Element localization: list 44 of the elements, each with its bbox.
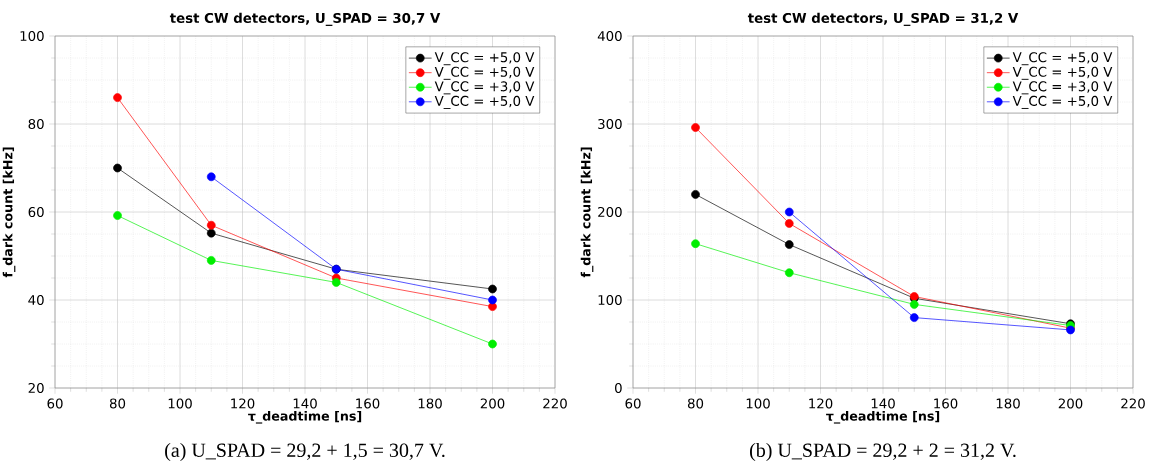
x-tick-label: 80 [687, 398, 704, 409]
x-tick-label: 220 [543, 398, 567, 409]
x-axis-title: τ_deadtime [ns] [826, 410, 940, 424]
legend-label: V_CC = +3,0 V [434, 81, 535, 95]
x-tick-label: 60 [47, 398, 63, 409]
x-tick-label: 200 [480, 398, 505, 409]
x-tick-label: 60 [625, 398, 641, 409]
x-tick-label: 200 [1058, 398, 1083, 409]
x-axis-title: τ_deadtime [ns] [248, 410, 362, 424]
x-tick-label: 160 [934, 398, 958, 409]
chart-title: test CW detectors, U_SPAD = 30,7 V [169, 12, 441, 26]
x-tick-label: 80 [109, 398, 126, 409]
x-tick-label: 180 [996, 398, 1020, 409]
y-tick-label: 60 [28, 206, 44, 218]
x-tick-label: 140 [871, 398, 895, 409]
y-tick-label: 80 [28, 118, 44, 130]
legend-label: V_CC = +5,0 V [1012, 52, 1113, 66]
x-tick-label: 220 [1121, 398, 1145, 409]
x-tick-label: 120 [231, 398, 255, 409]
x-tick-label: 100 [168, 398, 192, 409]
y-tick-label: 0 [615, 382, 622, 394]
x-tick-label: 120 [809, 398, 833, 409]
chart-title: test CW detectors, U_SPAD = 31,2 V [747, 12, 1019, 26]
x-tick-label: 140 [293, 398, 317, 409]
legend-label: V_CC = +3,0 V [1012, 81, 1113, 95]
legend-label: V_CC = +5,0 V [434, 52, 535, 66]
text: (a) U_SPAD = 29,2 + 1,5 = 30,7 V. [165, 442, 445, 462]
y-tick-label: 400 [597, 30, 622, 42]
y-tick-label: 20 [28, 382, 44, 394]
legend-label: V_CC = +5,0 V [434, 66, 535, 80]
y-tick-label: 300 [598, 118, 622, 130]
x-tick-label: 160 [356, 398, 380, 409]
legend-label: V_CC = +5,0 V [1012, 95, 1113, 109]
legend-label: V_CC = +5,0 V [1012, 66, 1113, 80]
y-tick-label: 100 [20, 30, 44, 42]
y-tick-label: 40 [28, 294, 44, 306]
y-tick-label: 100 [598, 294, 622, 306]
x-tick-label: 180 [418, 398, 442, 409]
y-axis-title: f_dark count [kHz] [2, 147, 16, 278]
text: (b) U_SPAD = 29,2 + 2 = 31,2 V. [750, 442, 1016, 462]
y-tick-label: 200 [598, 206, 622, 218]
y-axis-title: f_dark count [kHz] [580, 147, 594, 278]
x-tick-label: 100 [746, 398, 770, 409]
legend-label: V_CC = +5,0 V [434, 95, 535, 109]
